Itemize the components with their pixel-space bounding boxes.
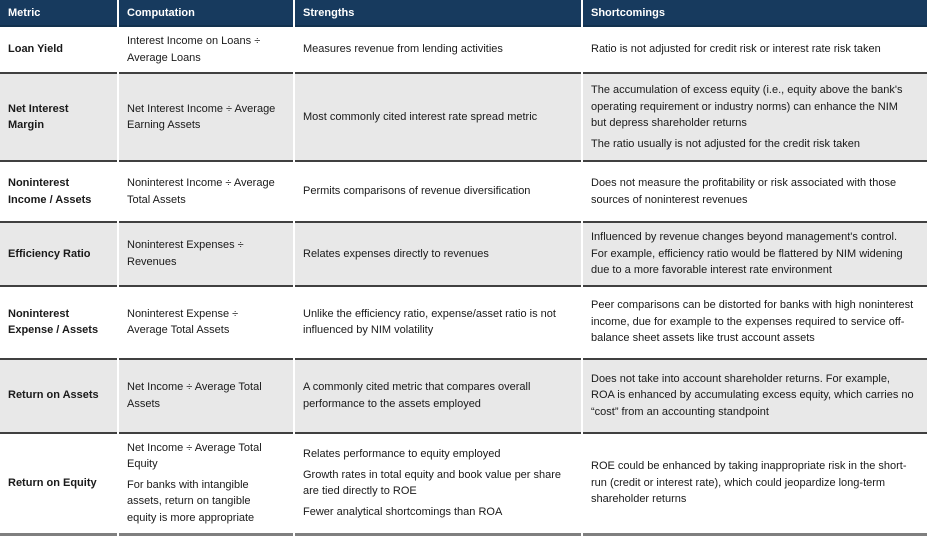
computation-text: Net Income ÷ Average Total Assets: [127, 381, 262, 410]
metric-cell: Return on Assets: [0, 357, 117, 432]
shortcomings-cell: Influenced by revenue changes beyond man…: [583, 221, 927, 285]
column-header-strengths: Strengths: [295, 0, 581, 27]
shortcomings-text: Ratio is not adjusted for credit risk or…: [591, 43, 881, 56]
metric-text: Noninterest Expense / Assets: [8, 307, 99, 337]
computation-text: Interest Income on Loans ÷ Average Loans: [127, 35, 261, 64]
metric-cell: Loan Yield: [0, 27, 117, 72]
strengths-text: A commonly cited metric that compares ov…: [303, 381, 531, 410]
metric-text: Noninterest Income / Assets: [8, 177, 92, 206]
shortcomings-text: Does not take into account shareholder r…: [591, 372, 914, 418]
shortcomings-text: Peer comparisons can be distorted for ba…: [591, 299, 914, 345]
strengths-text: Most commonly cited interest rate spread…: [303, 110, 538, 123]
computation-text: Net Interest Income ÷ Average Earning As…: [127, 102, 276, 132]
computation-cell: Noninterest Expense ÷ Average Total Asse…: [119, 284, 293, 358]
metric-cell: Return on Equity: [0, 431, 117, 536]
strengths-cell: Relates performance to equity employed Gr…: [295, 431, 581, 536]
table-row: Noninterest Expense / Assets Noninterest …: [0, 284, 927, 358]
table-row: Return on Assets Net Income ÷ Average Tot…: [0, 357, 927, 432]
computation-cell: Noninterest Expenses ÷ Revenues: [119, 221, 293, 285]
strengths-text: Fewer analytical shortcomings than ROA: [303, 505, 503, 518]
computation-cell: Net Income ÷ Average Total Equity For ban…: [119, 431, 293, 536]
shortcomings-cell: Does not measure the profitability or ri…: [583, 160, 927, 221]
table-row: Noninterest Income / Assets Noninterest I…: [0, 160, 927, 221]
shortcomings-text: ROE could be enhanced by taking inapprop…: [591, 460, 907, 506]
shortcomings-cell: The accumulation of excess equity (i.e.,…: [583, 72, 927, 160]
shortcomings-text: Does not measure the profitability or ri…: [591, 177, 897, 206]
metric-cell: Noninterest Income / Assets: [0, 160, 117, 221]
computation-text: Noninterest Expense ÷ Average Total Asse…: [127, 307, 239, 337]
metric-text: Loan Yield: [8, 43, 64, 56]
shortcomings-cell: Does not take into account shareholder r…: [583, 357, 927, 432]
computation-text: Noninterest Expenses ÷ Revenues: [127, 239, 244, 268]
strengths-text: Growth rates in total equity and book va…: [303, 468, 562, 498]
column-header-metric: Metric: [0, 0, 117, 27]
table-header: Metric Computation Strengths Shortcoming…: [0, 0, 927, 27]
strengths-cell: Unlike the efficiency ratio, expense/ass…: [295, 284, 581, 358]
metric-cell: Noninterest Expense / Assets: [0, 284, 117, 358]
shortcomings-cell: Peer comparisons can be distorted for ba…: [583, 284, 927, 358]
computation-text: For banks with intangible assets, return…: [127, 478, 255, 524]
shortcomings-cell: ROE could be enhanced by taking inapprop…: [583, 431, 927, 536]
shortcomings-text: The ratio usually is not adjusted for th…: [591, 137, 861, 150]
shortcomings-text: The accumulation of excess equity (i.e.,…: [591, 84, 903, 129]
table-row: Return on Equity Net Income ÷ Average Tot…: [0, 431, 927, 536]
strengths-text: Unlike the efficiency ratio, expense/ass…: [303, 307, 556, 337]
table-row: Efficiency Ratio Noninterest Expenses ÷ R…: [0, 221, 927, 285]
metric-cell: Efficiency Ratio: [0, 221, 117, 285]
column-header-shortcomings: Shortcomings: [583, 0, 927, 27]
strengths-text: Measures revenue from lending activities: [303, 43, 503, 56]
computation-text: Noninterest Income ÷ Average Total Asset…: [127, 177, 275, 206]
computation-cell: Interest Income on Loans ÷ Average Loans: [119, 27, 293, 72]
table-row: Net Interest Margin Net Interest Income ÷…: [0, 72, 927, 160]
computation-cell: Net Interest Income ÷ Average Earning As…: [119, 72, 293, 160]
strengths-cell: Most commonly cited interest rate spread…: [295, 72, 581, 160]
strengths-text: Relates expenses directly to revenues: [303, 247, 489, 260]
computation-cell: Noninterest Income ÷ Average Total Asset…: [119, 160, 293, 221]
table-row: Loan Yield Interest Income on Loans ÷ Ave…: [0, 27, 927, 72]
computation-cell: Net Income ÷ Average Total Assets: [119, 357, 293, 432]
metric-text: Efficiency Ratio: [8, 247, 91, 260]
strengths-cell: Measures revenue from lending activities: [295, 27, 581, 72]
header-row: Metric Computation Strengths Shortcoming…: [0, 0, 927, 27]
computation-text: Net Income ÷ Average Total Equity: [127, 441, 262, 471]
strengths-text: Permits comparisons of revenue diversifi…: [303, 185, 531, 198]
metric-text: Return on Assets: [8, 389, 99, 402]
strengths-text: Relates performance to equity employed: [303, 448, 501, 460]
bank-metrics-table: Metric Computation Strengths Shortcoming…: [0, 0, 927, 536]
strengths-cell: A commonly cited metric that compares ov…: [295, 357, 581, 432]
strengths-cell: Relates expenses directly to revenues: [295, 221, 581, 285]
table-body: Loan Yield Interest Income on Loans ÷ Ave…: [0, 27, 927, 536]
shortcomings-text: Influenced by revenue changes beyond man…: [591, 231, 903, 276]
column-header-computation: Computation: [119, 0, 293, 27]
metric-text: Return on Equity: [8, 476, 97, 489]
strengths-cell: Permits comparisons of revenue diversifi…: [295, 160, 581, 221]
metric-cell: Net Interest Margin: [0, 72, 117, 160]
metric-text: Net Interest Margin: [8, 102, 69, 132]
shortcomings-cell: Ratio is not adjusted for credit risk or…: [583, 27, 927, 72]
